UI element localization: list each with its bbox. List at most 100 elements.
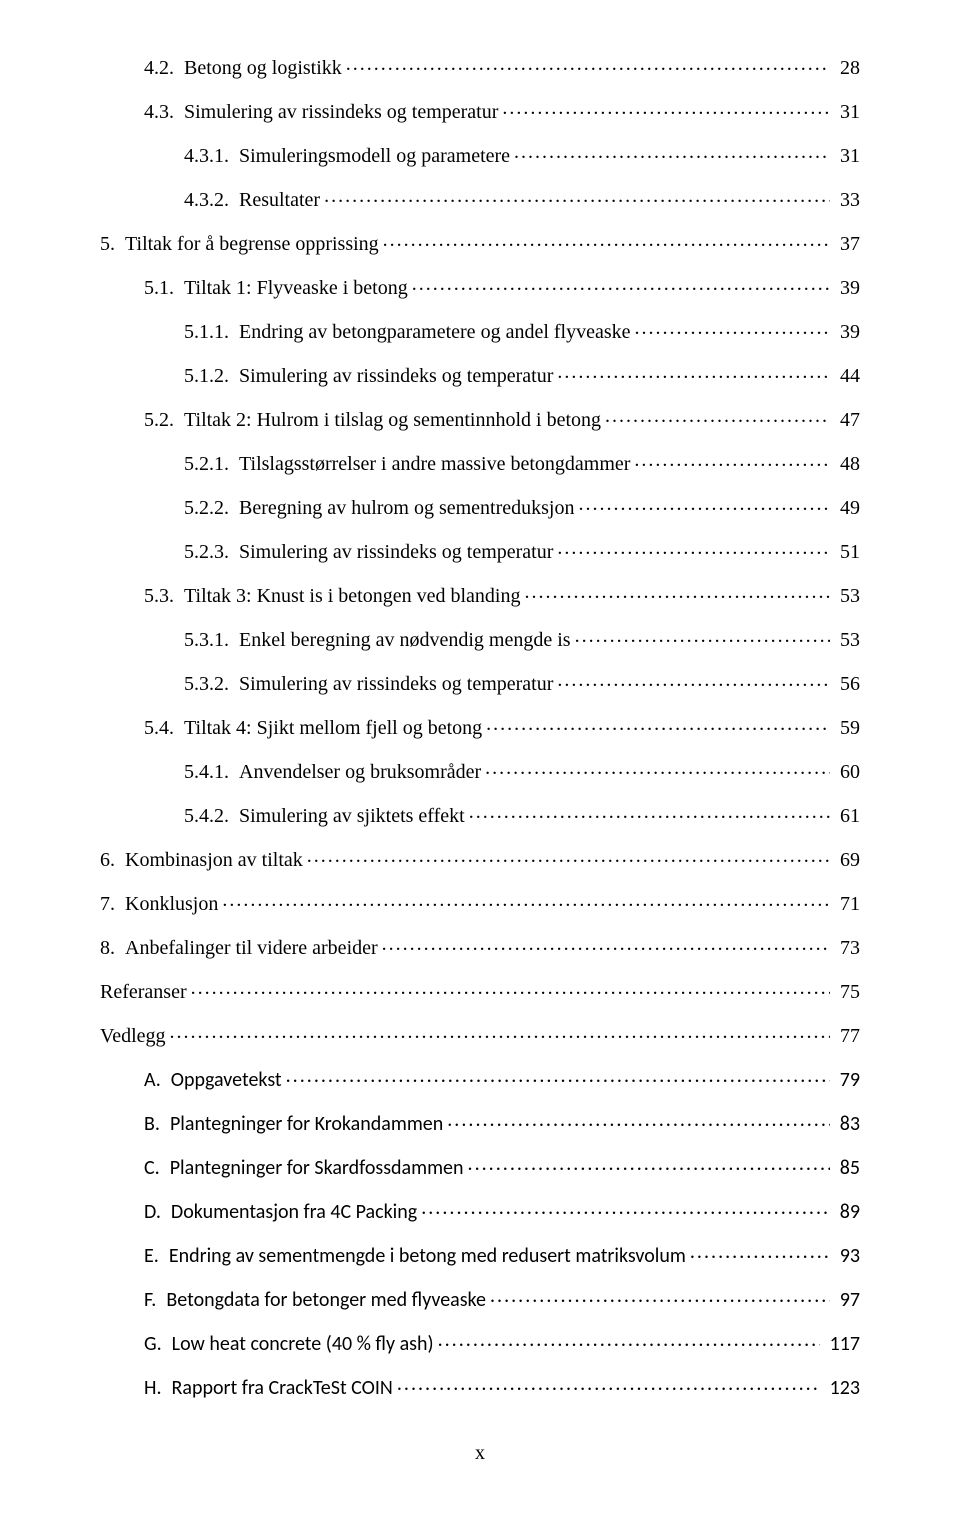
toc-leader-dots [486, 1286, 834, 1306]
toc-entry-number: 5.1.2. [184, 366, 239, 386]
toc-entry-number: H. [144, 1378, 172, 1398]
toc-leader-dots [166, 1022, 834, 1042]
toc-row: 7.Konklusjon 71 [100, 890, 860, 914]
toc-entry-page: 39 [834, 278, 860, 298]
toc-entry-page: 49 [834, 498, 860, 518]
toc-row: 5.2.3.Simulering av rissindeks og temper… [100, 538, 860, 562]
toc-entry-title: Plantegninger for Skardfossdammen [170, 1158, 464, 1178]
toc-entry-title: Betongdata for betonger med flyveaske [166, 1290, 486, 1310]
toc-entry-page: 31 [834, 146, 860, 166]
toc-entry-number: 5.3.1. [184, 630, 239, 650]
toc-row: 5.2.Tiltak 2: Hulrom i tilslag og sement… [100, 406, 860, 430]
toc-entry-page: 117 [824, 1334, 860, 1354]
toc-entry-title: Tiltak 4: Sjikt mellom fjell og betong [184, 718, 482, 738]
toc-leader-dots [465, 802, 834, 822]
toc-row: 5.3.2.Simulering av rissindeks og temper… [100, 670, 860, 694]
toc-entry-number: 6. [100, 850, 125, 870]
toc-leader-dots [187, 978, 834, 998]
toc-entry-number: 5.4.1. [184, 762, 239, 782]
toc-entry-title: Referanser [100, 982, 187, 1002]
toc-entry-title: Anbefalinger til videre arbeider [125, 938, 378, 958]
toc-entry-title: Oppgavetekst [171, 1070, 282, 1090]
toc-entry-number: D. [144, 1202, 171, 1222]
toc-entry-number: E. [144, 1246, 169, 1266]
toc-entry-page: 48 [834, 454, 860, 474]
toc-entry-title: Tilslagsstørrelser i andre massive beton… [239, 454, 630, 474]
toc-row: 4.3.2.Resultater33 [100, 186, 860, 210]
toc-entry-title: Tiltak 2: Hulrom i tilslag og sementinnh… [184, 410, 601, 430]
toc-leader-dots [553, 362, 834, 382]
toc-entry-title: Tiltak 1: Flyveaske i betong [184, 278, 408, 298]
toc-leader-dots [510, 142, 834, 162]
toc-leader-dots [342, 54, 834, 74]
toc-row: B.Plantegninger for Krokandammen83 [100, 1110, 860, 1134]
toc-row: D.Dokumentasjon fra 4C Packing89 [100, 1198, 860, 1222]
toc-entry-number: 4.3.2. [184, 190, 239, 210]
toc-row: 5.1.1.Endring av betongparametere og and… [100, 318, 860, 342]
toc-row: A.Oppgavetekst 79 [100, 1066, 860, 1090]
toc-entry-number: 5.3.2. [184, 674, 239, 694]
toc-leader-dots [686, 1242, 834, 1262]
toc-leader-dots [320, 186, 834, 206]
toc-entry-number: A. [144, 1070, 171, 1090]
toc-entry-number: 5.2.3. [184, 542, 239, 562]
toc-leader-dots [464, 1154, 834, 1174]
toc-entry-page: 44 [834, 366, 860, 386]
toc-entry-page: 79 [834, 1070, 860, 1090]
toc-row: 5.4.2.Simulering av sjiktets effekt61 [100, 802, 860, 826]
toc-entry-title: Tiltak 3: Knust is i betongen ved blandi… [184, 586, 520, 606]
toc-entry-title: Endring av betongparametere og andel fly… [239, 322, 631, 342]
toc-row: 6.Kombinasjon av tiltak69 [100, 846, 860, 870]
toc-leader-dots [378, 934, 834, 954]
toc-entry-title: Konklusjon [125, 894, 218, 914]
toc-row: 5.3.Tiltak 3: Knust is i betongen ved bl… [100, 582, 860, 606]
toc-row: G.Low heat concrete (40 % fly ash)117 [100, 1330, 860, 1354]
toc-entry-number: 5.4. [144, 718, 184, 738]
toc-entry-number: 5.1.1. [184, 322, 239, 342]
toc-entry-title: Kombinasjon av tiltak [125, 850, 303, 870]
toc-entry-page: 31 [834, 102, 860, 122]
toc-row: C.Plantegninger for Skardfossdammen85 [100, 1154, 860, 1178]
toc-entry-title: Low heat concrete (40 % fly ash) [172, 1334, 434, 1354]
toc-entry-page: 53 [834, 586, 860, 606]
toc-row: E.Endring av sementmengde i betong med r… [100, 1242, 860, 1266]
toc-leader-dots [498, 98, 834, 118]
toc-entry-title: Simulering av rissindeks og temperatur [239, 542, 553, 562]
toc-leader-dots [434, 1330, 824, 1350]
toc-row: 4.3.Simulering av rissindeks og temperat… [100, 98, 860, 122]
toc-entry-title: Simulering av rissindeks og temperatur [184, 102, 498, 122]
toc-entry-title: Tiltak for å begrense opprissing [125, 234, 379, 254]
toc-entry-page: 77 [834, 1026, 860, 1046]
footer-page-number: x [0, 1442, 960, 1465]
toc-entry-number: 5.2.1. [184, 454, 239, 474]
toc-entry-page: 71 [834, 894, 860, 914]
toc-entry-title: Simulering av sjiktets effekt [239, 806, 465, 826]
toc-leader-dots [417, 1198, 834, 1218]
toc-entry-number: 8. [100, 938, 125, 958]
toc-entry-page: 97 [834, 1290, 860, 1310]
toc-entry-number: 5.4.2. [184, 806, 239, 826]
toc-entry-page: 47 [834, 410, 860, 430]
toc-entry-number: 5. [100, 234, 125, 254]
toc-leader-dots [630, 450, 834, 470]
toc-row: 5.3.1.Enkel beregning av nødvendig mengd… [100, 626, 860, 650]
toc-entry-title: Beregning av hulrom og sementreduksjon [239, 498, 575, 518]
toc-row: 5.4.1.Anvendelser og bruksområder60 [100, 758, 860, 782]
toc-entry-page: 28 [834, 58, 860, 78]
toc-entry-number: 7. [100, 894, 125, 914]
toc-leader-dots [553, 670, 834, 690]
toc-leader-dots [575, 494, 835, 514]
toc-entry-number: 5.1. [144, 278, 184, 298]
toc-entry-number: 4.2. [144, 58, 184, 78]
toc-row: 5.1.2.Simulering av rissindeks og temper… [100, 362, 860, 386]
toc-entry-title: Rapport fra CrackTeSt COIN [172, 1378, 393, 1398]
toc-entry-page: 123 [824, 1378, 860, 1398]
toc-row: 5.2.2.Beregning av hulrom og sementreduk… [100, 494, 860, 518]
toc-leader-dots [218, 890, 834, 910]
toc-leader-dots [393, 1374, 824, 1394]
toc-entry-number: 4.3. [144, 102, 184, 122]
toc-row: 5.2.1.Tilslagsstørrelser i andre massive… [100, 450, 860, 474]
toc-row: 4.2.Betong og logistikk28 [100, 54, 860, 78]
toc-entry-title: Simulering av rissindeks og temperatur [239, 366, 553, 386]
toc-entry-page: 73 [834, 938, 860, 958]
